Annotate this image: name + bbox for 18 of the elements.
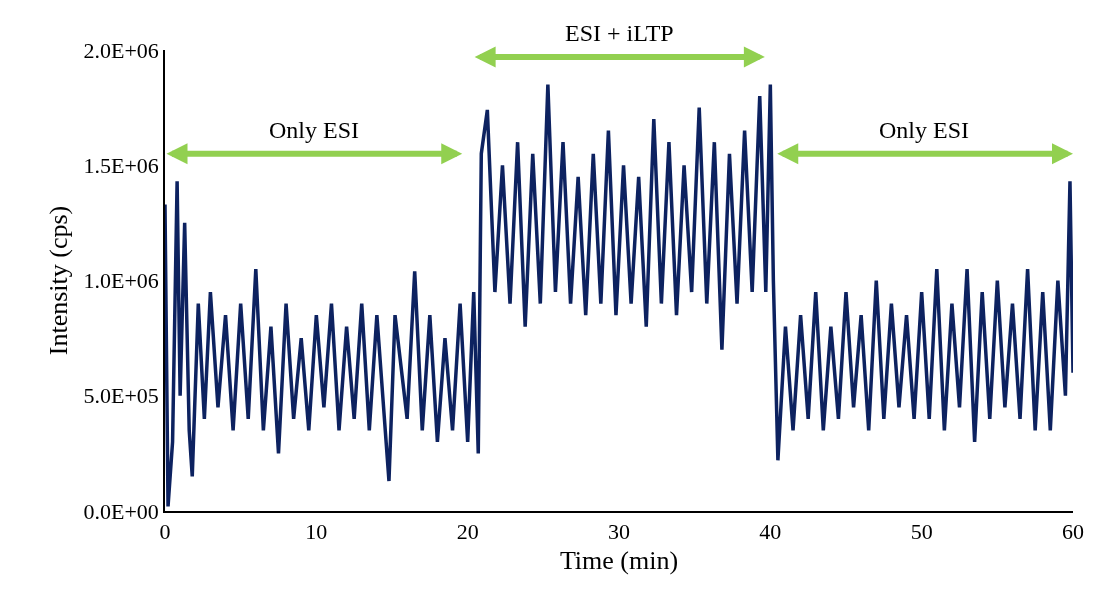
annotation: Only ESI	[879, 117, 970, 143]
line-series	[165, 82, 1073, 509]
y-tick-label: 5.0E+05	[83, 383, 159, 409]
y-tick-label: 2.0E+06	[83, 37, 159, 63]
text: ESI + iLTP	[565, 20, 674, 46]
y-tick-label: 1.5E+06	[83, 152, 159, 178]
y-axis-title: Intensity (cps)	[44, 205, 74, 356]
y-tick-label: 1.0E+06	[83, 268, 159, 294]
x-tick-label: 50	[910, 519, 933, 545]
x-axis-title: Time (min)	[559, 546, 679, 576]
x-tick-label: 40	[759, 519, 782, 545]
annotation: Only ESI	[269, 117, 360, 143]
x-tick-label: 30	[608, 519, 630, 545]
x-tick-label: 20	[456, 519, 479, 545]
x-tick-label: 0	[159, 519, 171, 545]
y-tick-label: 0.0E+00	[83, 498, 159, 524]
x-tick-label: 10	[305, 519, 328, 545]
x-tick-label: 60	[1062, 519, 1084, 545]
